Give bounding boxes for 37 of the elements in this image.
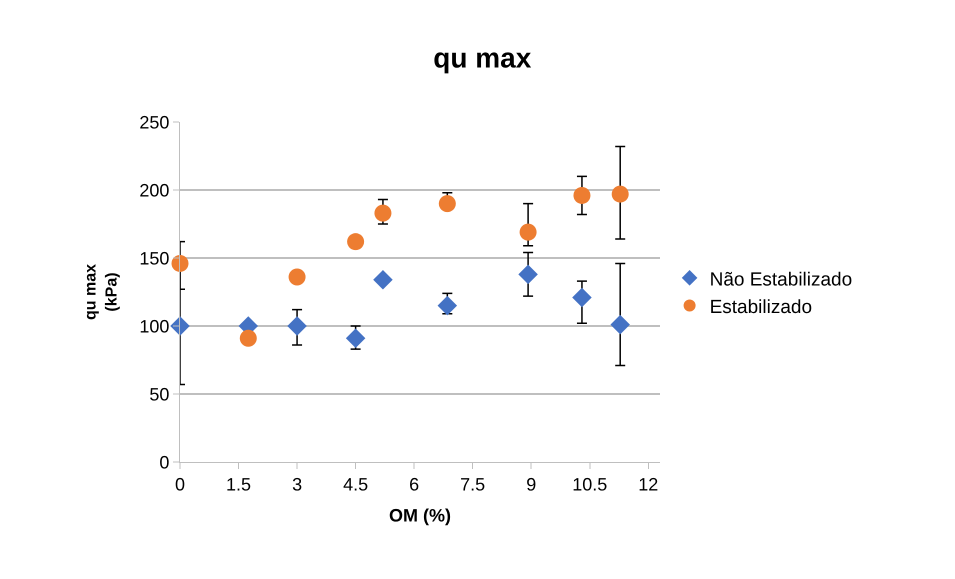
y-tick-label: 100 xyxy=(139,316,170,336)
point xyxy=(346,328,366,348)
legend-label: Não Estabilizado xyxy=(710,269,852,290)
x-tick-label: 6 xyxy=(409,474,420,495)
point xyxy=(438,296,458,316)
x-tick-label: 12 xyxy=(638,474,658,495)
x-tick-label: 9 xyxy=(526,474,536,495)
point xyxy=(518,264,538,284)
y-tick-label: 150 xyxy=(139,248,170,268)
x-tick-label: 4.5 xyxy=(343,474,368,495)
x-axis-title: OM (%) xyxy=(389,506,451,526)
point xyxy=(612,186,629,203)
x-tick-label: 7.5 xyxy=(460,474,486,495)
point xyxy=(373,270,393,290)
y-tick-label: 50 xyxy=(149,384,170,404)
point xyxy=(438,195,456,212)
legend-label: Estabilizado xyxy=(710,296,812,318)
y-tick-label: 250 xyxy=(139,112,170,132)
chart-title: qu max xyxy=(433,42,532,74)
point xyxy=(520,224,537,241)
point xyxy=(610,314,630,334)
point xyxy=(287,316,307,336)
y-tick-label: 0 xyxy=(159,452,170,472)
x-tick-label: 0 xyxy=(174,474,186,495)
x-tick-label: 10.5 xyxy=(572,474,608,495)
point xyxy=(374,204,392,222)
point xyxy=(240,330,257,347)
point xyxy=(172,254,188,272)
point xyxy=(573,186,590,204)
point xyxy=(170,316,190,336)
y-axis-title: qu max (kPa) xyxy=(82,264,120,320)
point xyxy=(347,233,364,250)
point xyxy=(572,288,592,308)
y-tick-label: 200 xyxy=(139,180,170,200)
x-tick-label: 3 xyxy=(292,474,302,495)
point xyxy=(288,268,306,286)
x-tick-label: 1.5 xyxy=(226,474,252,495)
